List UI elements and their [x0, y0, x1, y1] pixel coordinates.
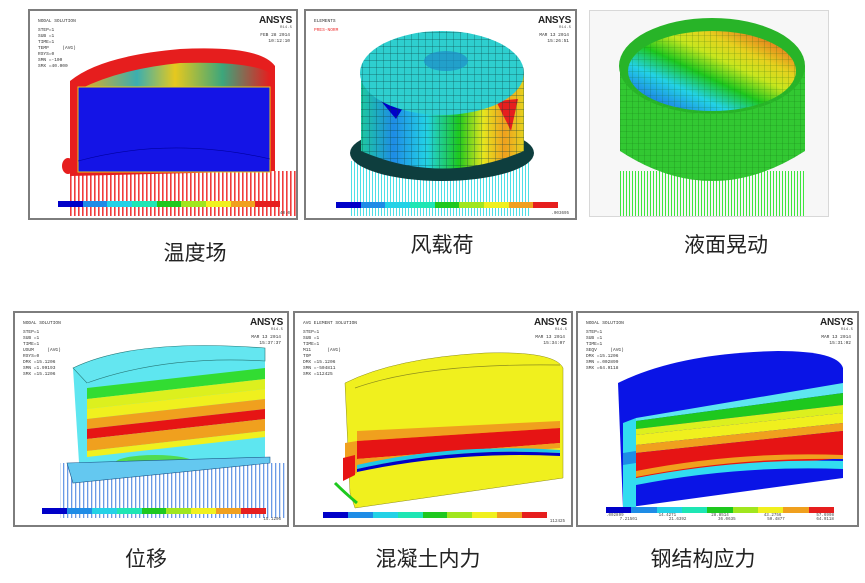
sloshing-tank-render: [619, 18, 805, 216]
ansys-version: R14.5: [279, 26, 292, 30]
legend-max-value: 40.0: [279, 212, 290, 216]
timestamp: FEB 28 2014 10:12:10: [260, 33, 290, 44]
legend-max-value: 112425: [549, 520, 565, 524]
ansys-version: R14.5: [558, 26, 571, 30]
wind-load-tank-render: [350, 31, 534, 216]
color-legend-bar: [606, 507, 834, 513]
solution-info: NODAL SOLUTION STEP=1 SUB =1 TIME=1 SEQV …: [586, 321, 624, 371]
ansys-version: R14.5: [840, 328, 853, 332]
panel-concrete-internal-force: AVG ELEMENT SOLUTION STEP=1 SUB =1 TIME=1…: [293, 311, 573, 527]
caption-temperature-field: 温度场: [163, 241, 227, 265]
timestamp: MAR 13 2014 15:34:07: [535, 335, 565, 346]
ansys-version: R14.5: [554, 328, 567, 332]
caption-steel-structure-stress: 钢结构应力: [650, 547, 756, 571]
solution-info: NODAL SOLUTION STEP=1 SUB =1 TIME=1 USUM …: [23, 321, 61, 377]
solution-info: AVG ELEMENT SOLUTION STEP=1 SUB =1 TIME=1…: [303, 321, 358, 377]
solution-info: NODAL SOLUTION STEP=1 SUB =1 TIME=1 TEMP …: [38, 19, 76, 69]
caption-liquid-sloshing: 液面晃动: [684, 233, 768, 257]
legend-tick-labels: .002899 14.4271 28.8514 43.2756 57.6998 7.21…: [606, 514, 834, 522]
ansys-logo: ANSYS: [538, 15, 571, 26]
ansys-logo: ANSYS: [250, 317, 283, 328]
timestamp: MAR 13 2014 15:31:02: [821, 335, 851, 346]
ansys-version: R14.5: [270, 328, 283, 332]
panel-liquid-sloshing: [589, 10, 829, 217]
solution-info: ELEMENTS PRES-NORM: [314, 19, 339, 33]
color-legend-bar: [58, 201, 281, 207]
legend-max-value: .003695: [551, 212, 569, 216]
steel-tank-render: [618, 351, 843, 508]
legend-max-value: 15.1206: [263, 518, 281, 522]
temperature-tank-render: [62, 48, 296, 216]
ansys-logo: ANSYS: [534, 317, 567, 328]
caption-wind-load: 风载荷: [410, 233, 474, 257]
panel-steel-structure-stress: NODAL SOLUTION STEP=1 SUB =1 TIME=1 SEQV …: [576, 311, 859, 527]
panel-displacement: NODAL SOLUTION STEP=1 SUB =1 TIME=1 USUM …: [13, 311, 289, 527]
concrete-tank-render: [333, 352, 564, 509]
timestamp: MAR 13 2014 15:37:37: [251, 335, 281, 346]
caption-concrete-internal-force: 混凝土内力: [375, 547, 481, 571]
panel-temperature-field: NODAL SOLUTION STEP=1 SUB =1 TIME=1 TEMP …: [28, 9, 298, 220]
color-legend-bar: [336, 202, 559, 208]
caption-displacement: 位移: [125, 547, 167, 571]
panel-wind-load: ELEMENTS PRES-NORM ANSYS R14.5 MAR 13 201…: [304, 9, 577, 220]
color-legend-bar: [323, 512, 548, 518]
ansys-logo: ANSYS: [820, 317, 853, 328]
ansys-logo: ANSYS: [259, 15, 292, 26]
color-legend-bar: [42, 508, 267, 514]
timestamp: MAR 13 2014 15:26:51: [539, 33, 569, 44]
